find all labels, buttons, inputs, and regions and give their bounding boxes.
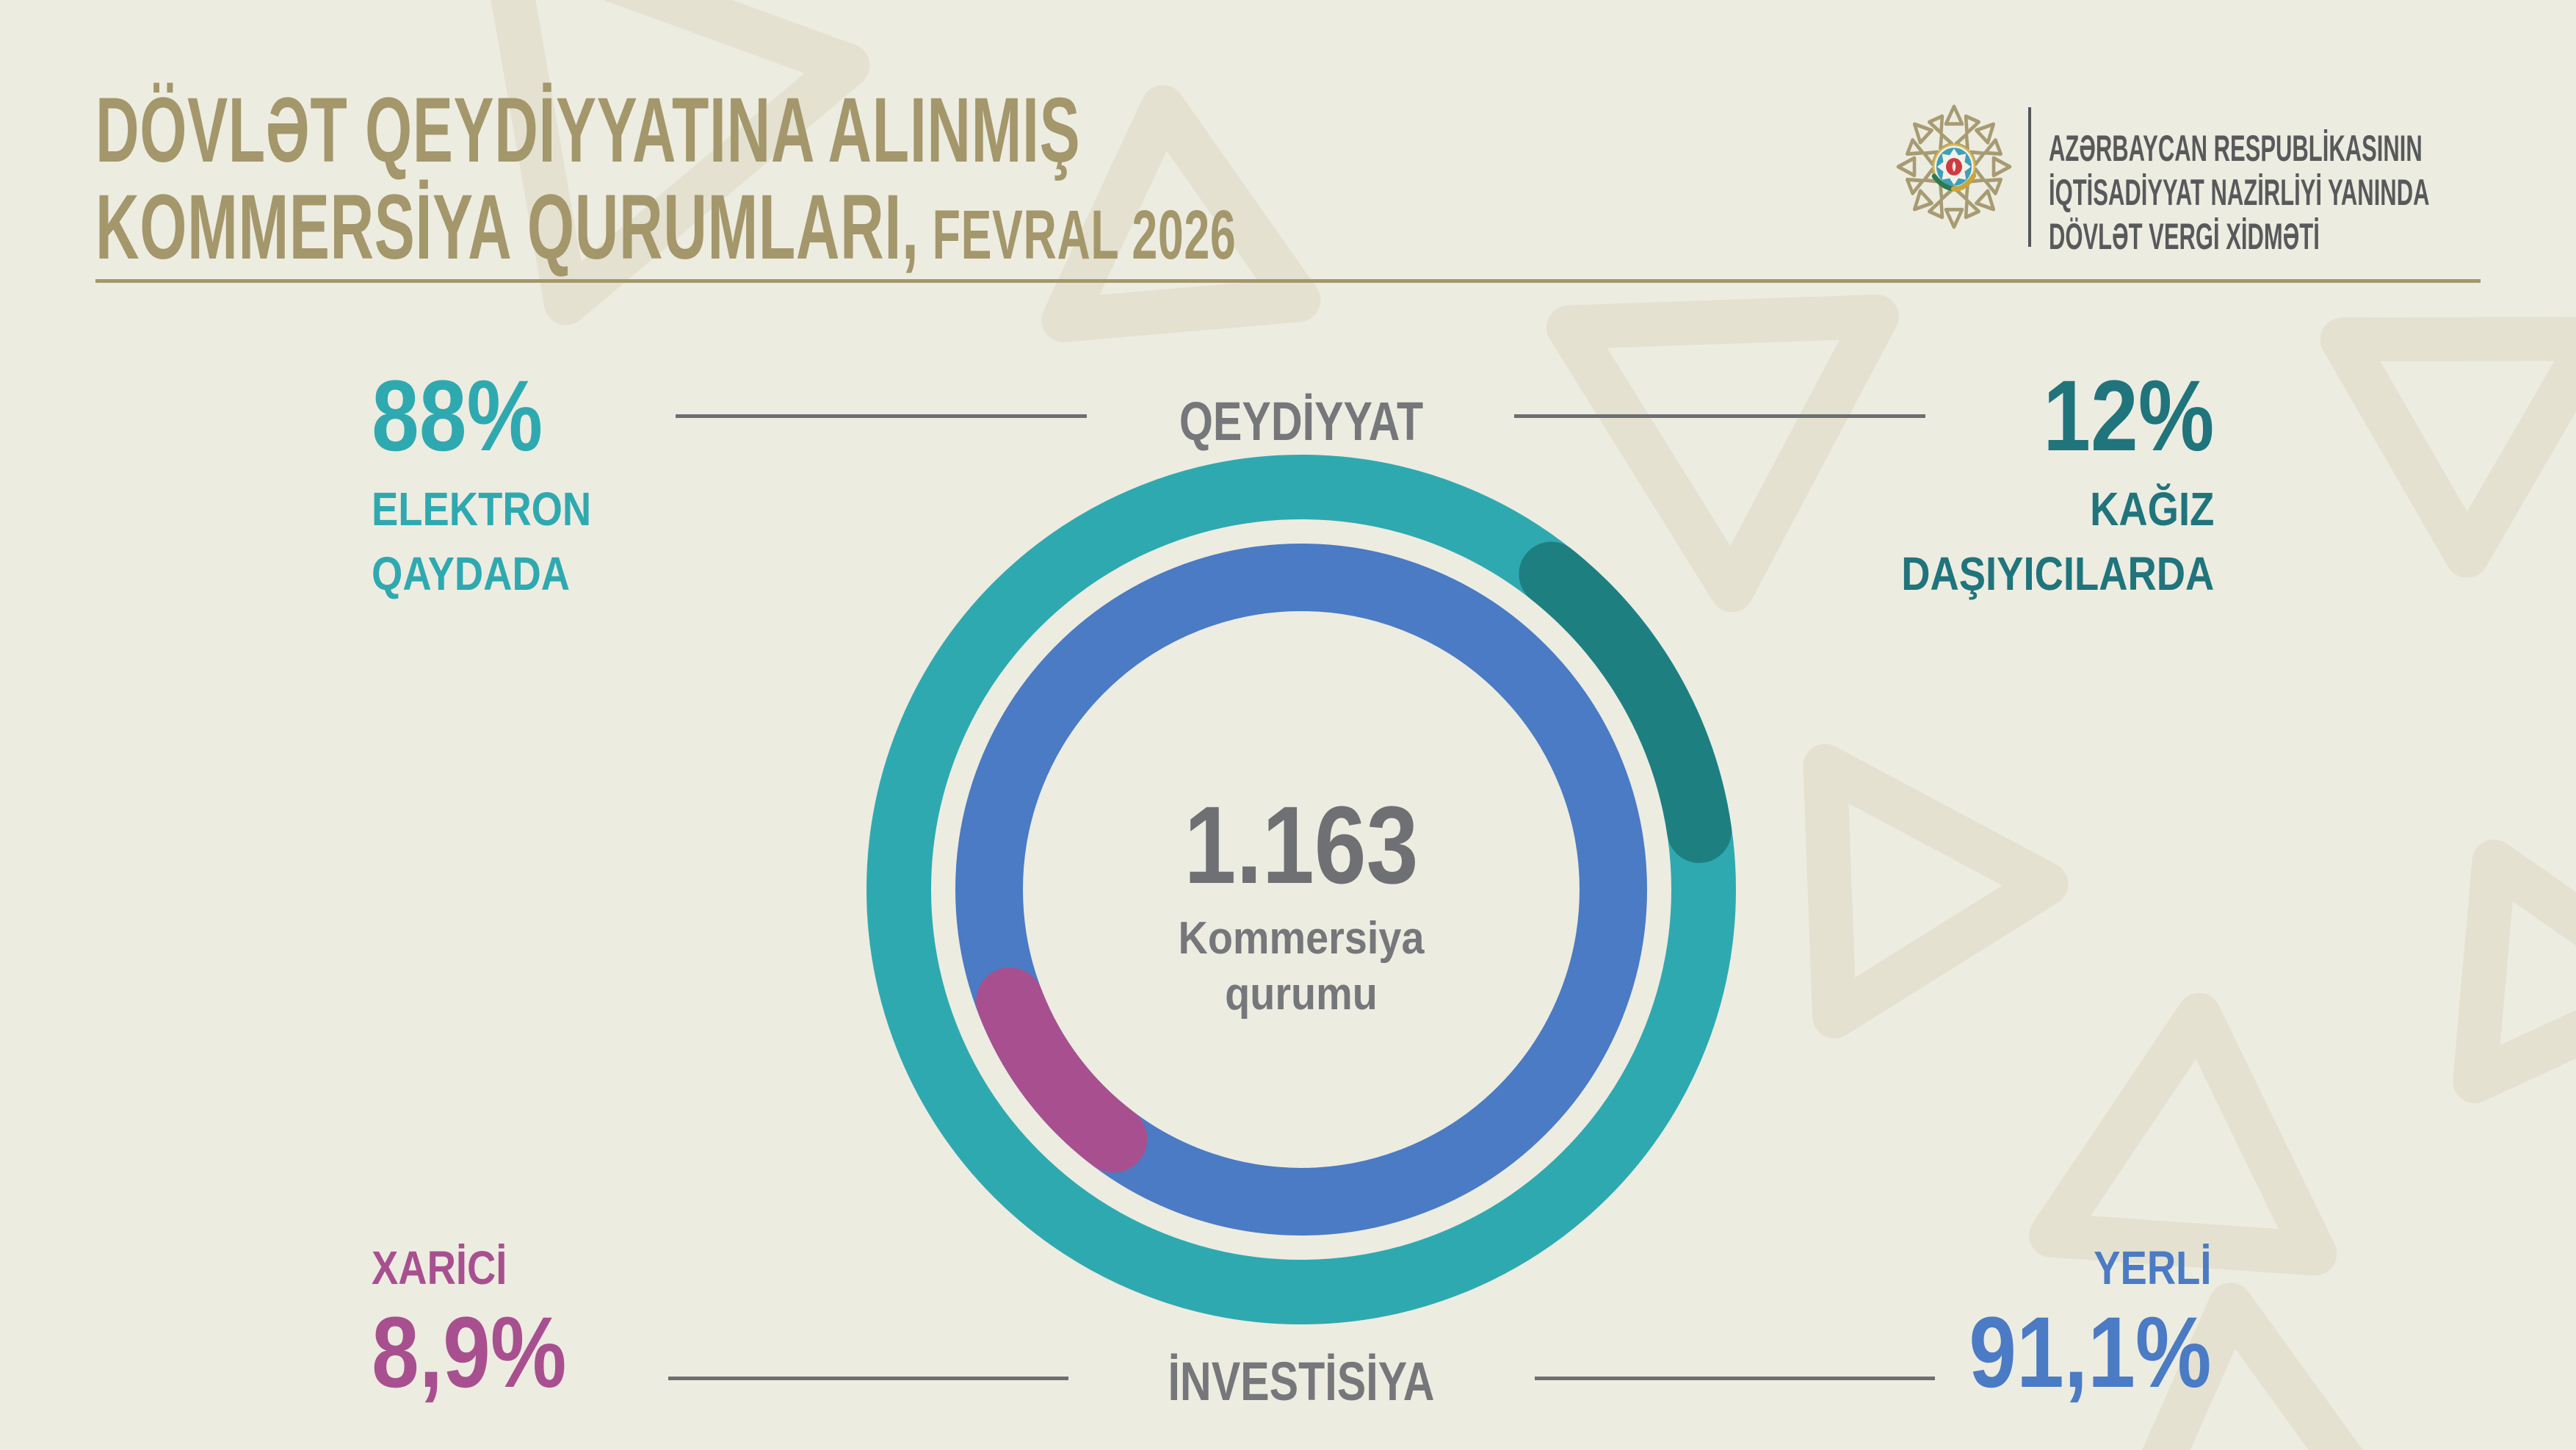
inner-ring-foreign-segment (976, 967, 1148, 1173)
ministry-line: İQTİSADİYYAT NAZİRLİYİ YANINDA (2049, 172, 2430, 213)
stat-local-label: YERLİ (2093, 1241, 2211, 1294)
outer-ring-title: QEYDİYYAT (1179, 391, 1424, 452)
stat-local: YERLİ 91,1% (1969, 1244, 2211, 1408)
stat-electron-label: QAYDADA (372, 547, 571, 600)
donut-chart (866, 455, 1736, 1324)
connector-line-bottom-right (1535, 1377, 1935, 1380)
ministry-line: DÖVLƏT VERGİ XİDMƏTİ (2049, 216, 2320, 257)
stat-paper-label: KAĞIZ (2089, 483, 2214, 535)
connector-line-top-left (676, 414, 1087, 418)
ministry-line: AZƏRBAYCAN RESPUBLİKASININ (2049, 128, 2423, 169)
inner-ring-local-segment (955, 544, 1647, 1236)
stat-foreign: XARİCİ 8,9% (372, 1244, 566, 1408)
state-emblem (1931, 143, 1977, 192)
total-count-label: Kommersiya qurumu (1178, 913, 1425, 1020)
tax-service-logo (1887, 104, 2021, 239)
header-divider-rule (95, 279, 2481, 283)
stat-paper-percent: 12% (2042, 360, 2214, 472)
connector-line-bottom-left (668, 1377, 1068, 1380)
connector-line-top-right (1514, 414, 1925, 418)
total-count: 1.163 (1184, 783, 1419, 906)
stat-foreign-label: XARİCİ (372, 1241, 507, 1294)
stat-local-percent: 91,1% (1968, 1296, 2211, 1409)
page-title-date: FEVRAL 2026 (919, 196, 1237, 274)
page-title-line1: DÖVLƏT QEYDİYYATINA ALINMIŞ (95, 79, 1081, 181)
stat-paper: 12% KAĞIZ DAŞIYICILARDA (1901, 361, 2214, 615)
stat-electron-percent: 88% (372, 360, 543, 472)
stat-electron: 88% ELEKTRON QAYDADA (372, 361, 591, 615)
outer-ring-electron-segment (866, 455, 1736, 1324)
inner-ring-title: İNVESTİSİYA (1168, 1351, 1435, 1412)
page-title-line2: KOMMERSİYA QURUMLARI, FEVRAL 2026 (95, 176, 1237, 278)
stat-electron-label: ELEKTRON (372, 483, 592, 535)
ministry-name: AZƏRBAYCAN RESPUBLİKASININ İQTİSADİYYAT … (2049, 126, 2429, 259)
page-title: DÖVLƏT QEYDİYYATINA ALINMIŞ KOMMERSİYA Q… (95, 82, 1236, 284)
outer-ring-paper-segment (1519, 541, 1732, 863)
logo-text-divider (2028, 107, 2031, 247)
stat-paper-label: DAŞIYICILARDA (1900, 547, 2214, 600)
stat-foreign-percent: 8,9% (372, 1296, 567, 1409)
